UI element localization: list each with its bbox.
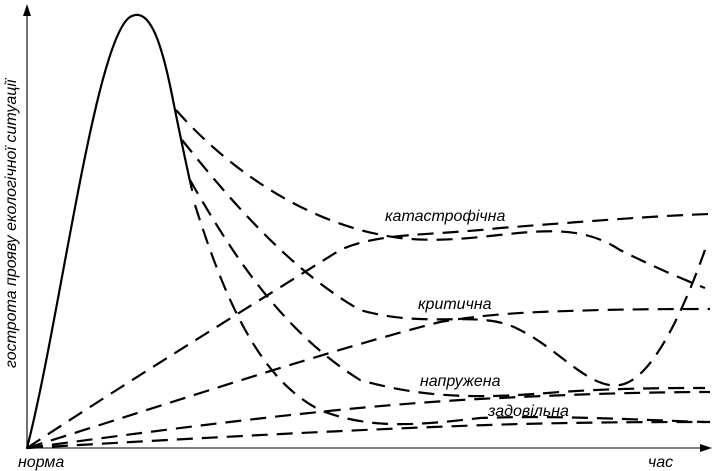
rising-lines xyxy=(26,212,711,450)
branch-tense xyxy=(189,179,706,398)
y-axis-label: гострота прояву екологічної ситуації xyxy=(3,77,20,368)
rise-critical xyxy=(26,307,711,450)
zone-label-satisfactory: задовільна xyxy=(487,403,569,420)
x-axis-arrow-icon xyxy=(700,444,712,452)
zone-label-critical: критична xyxy=(418,296,492,313)
axes xyxy=(23,4,712,452)
decay-branches xyxy=(175,109,707,426)
rise-tense xyxy=(26,390,711,450)
zone-label-tense: напружена xyxy=(420,373,501,390)
peak-curve xyxy=(25,13,174,450)
zone-label-catastrophic: катастрофічна xyxy=(385,208,505,225)
rise-satisfactory xyxy=(26,420,711,450)
y-axis-arrow-icon xyxy=(23,4,31,16)
rise-catastrophic xyxy=(26,212,711,449)
branch-catastrophic xyxy=(175,109,706,290)
origin-label: норма xyxy=(18,454,64,471)
branch-satisfactory xyxy=(193,204,706,426)
branch-critical xyxy=(181,139,707,387)
x-axis-label: час xyxy=(648,454,673,471)
peak-descent xyxy=(170,93,194,192)
